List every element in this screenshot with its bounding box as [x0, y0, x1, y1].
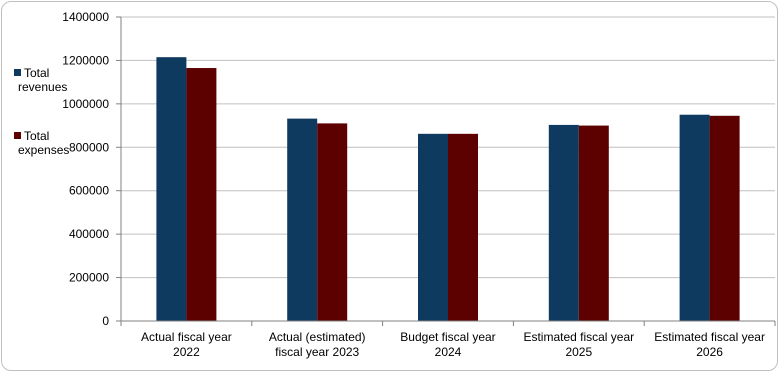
legend-label: Total expenses	[18, 129, 69, 157]
legend-label: Total revenues	[18, 66, 67, 94]
y-tick-label: 0	[102, 314, 109, 328]
y-tick-label: 800000	[69, 140, 109, 154]
x-axis-labels: Actual fiscal year 2022 Actual (estimated)…	[141, 330, 765, 359]
y-tick-label: 1000000	[62, 97, 109, 111]
y-tick-label: 1200000	[62, 53, 109, 67]
y-axis-ticks: 0 200000 400000 600000 800000 1000000 1200000 1…	[62, 10, 121, 328]
bar	[156, 57, 187, 322]
bar	[578, 125, 609, 321]
legend-swatch	[14, 132, 21, 139]
bars	[156, 57, 740, 322]
y-tick-label: 600000	[69, 184, 109, 198]
bar	[709, 115, 740, 321]
x-tick-label: Estimated fiscal year 2026	[654, 330, 765, 359]
bar	[679, 114, 710, 321]
bar	[448, 133, 478, 321]
x-tick-label: Budget fiscal year 2024	[400, 330, 495, 359]
bar	[418, 133, 448, 321]
legend-swatch	[14, 69, 21, 76]
bar	[317, 123, 348, 322]
bar	[287, 118, 318, 321]
x-tick-label: Estimated fiscal year 2025	[523, 330, 634, 359]
x-tick-label: Actual fiscal year 2022	[141, 330, 232, 359]
bar	[186, 68, 217, 322]
y-tick-label: 200000	[69, 271, 109, 285]
y-tick-label: 1400000	[62, 10, 109, 24]
x-tick-label: Actual (estimated) fiscal year 2023	[269, 330, 366, 359]
axes	[120, 17, 776, 326]
bar	[548, 124, 579, 321]
y-tick-label: 400000	[69, 227, 109, 241]
gridlines	[121, 16, 775, 279]
legend: Total revenues Total expenses	[14, 66, 69, 157]
